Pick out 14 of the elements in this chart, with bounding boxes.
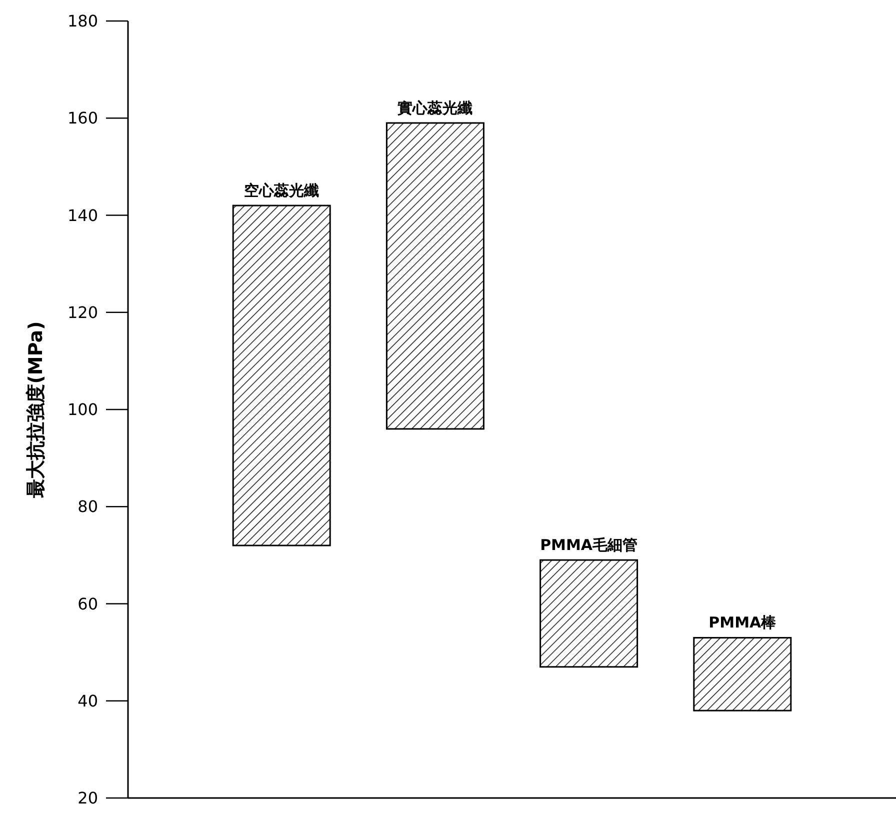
y-tick-label: 140	[67, 206, 98, 225]
y-tick-label: 100	[67, 400, 98, 420]
x-tick-label: PMMA毛細管	[540, 536, 638, 554]
y-tick-label: 160	[67, 108, 98, 128]
y-axis-title: 最大抗拉強度(MPa)	[25, 321, 47, 499]
y-tick-label: 180	[67, 12, 98, 31]
x-tick-label: 空心蕊光纖	[244, 182, 320, 200]
y-tick-label: 80	[78, 497, 98, 516]
y-tick-label: 120	[67, 302, 98, 322]
x-tick-label: 實心蕊光纖	[398, 98, 473, 117]
x-tick-label: PMMA棒	[708, 614, 778, 632]
y-tick-label: 40	[78, 691, 98, 710]
y-tick-label: 20	[78, 788, 98, 808]
y-tick-label: 60	[78, 594, 98, 614]
